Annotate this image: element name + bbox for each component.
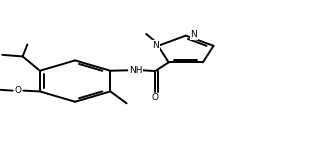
Text: O: O (151, 93, 159, 102)
Text: NH: NH (129, 66, 142, 75)
Text: N: N (152, 41, 159, 50)
Text: N: N (190, 30, 197, 39)
Text: O: O (14, 86, 21, 95)
